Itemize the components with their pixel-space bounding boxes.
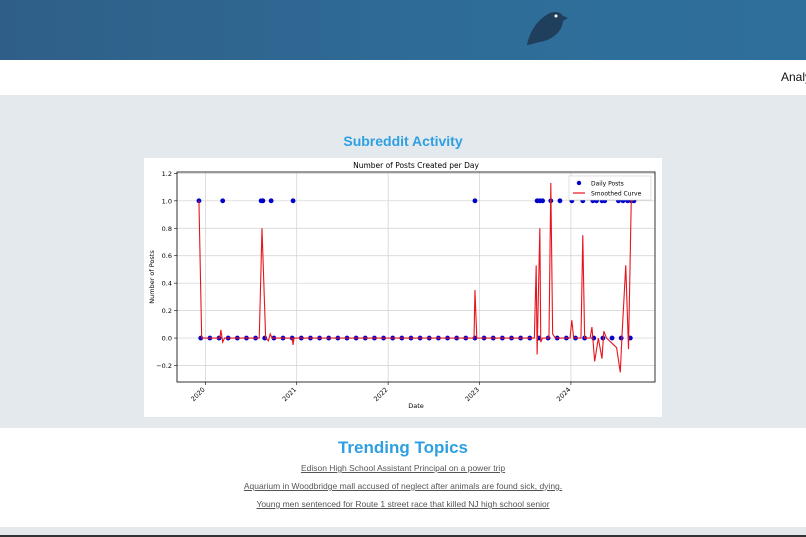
- data-point: [220, 198, 226, 204]
- data-point: [618, 335, 624, 341]
- legend-label: Daily Posts: [591, 180, 624, 187]
- y-tick-label: 0.6: [162, 252, 172, 260]
- y-axis-label: Number of Posts: [148, 250, 156, 304]
- data-point: [268, 198, 274, 204]
- legend-marker: [576, 180, 582, 186]
- data-point: [557, 198, 563, 204]
- chart-title: Number of Posts Created per Day: [353, 161, 479, 170]
- nav-item[interactable]: Analyt: [781, 70, 806, 84]
- chart-container: Number of Posts Created per Day −0.2 0.0 0.…: [144, 158, 662, 417]
- topic-link[interactable]: Edison High School Assistant Principal o…: [300, 463, 506, 473]
- footer-bar: [0, 527, 806, 537]
- data-point: [472, 198, 478, 204]
- logo: [527, 11, 568, 45]
- trending-title: Trending Topics: [337, 438, 469, 457]
- y-tick-label: 1.0: [162, 197, 172, 205]
- data-point: [260, 198, 266, 204]
- line-series: [198, 182, 634, 373]
- y-tick-label: −0.2: [156, 362, 172, 370]
- topic-link[interactable]: Aquarium in Woodbridge mall accused of n…: [243, 481, 563, 491]
- legend-box: [568, 175, 652, 201]
- data-point: [290, 198, 296, 204]
- chart: Number of Posts Created per Day −0.2 0.0 0.…: [148, 161, 656, 410]
- plot-frame: [176, 171, 656, 383]
- x-axis-label: Date: [408, 402, 424, 410]
- trending-section: Trending Topics Edison High School Assis…: [0, 428, 806, 527]
- y-tick-label: 0.4: [162, 280, 172, 288]
- x-tick-label: 2022: [372, 386, 389, 403]
- data-point: [540, 198, 545, 204]
- legend-label: Smoothed Curve: [591, 190, 642, 197]
- topic-link[interactable]: Young men sentenced for Route 1 street r…: [256, 499, 550, 509]
- y-tick-label: 1.2: [162, 170, 172, 178]
- y-tick-label: 0.8: [162, 225, 172, 233]
- nav-bar: Analyt: [0, 60, 806, 95]
- x-tick-label: 2021: [281, 386, 298, 403]
- section-title: Subreddit Activity: [343, 133, 463, 149]
- x-tick-label: 2020: [189, 386, 206, 403]
- header: [0, 0, 806, 60]
- x-tick-label: 2023: [464, 386, 481, 403]
- y-tick-label: 0.2: [162, 307, 172, 315]
- data-point: [609, 335, 615, 341]
- x-tick-label: 2024: [555, 386, 572, 403]
- y-tick-label: 0.0: [162, 335, 172, 343]
- data-point: [591, 335, 597, 341]
